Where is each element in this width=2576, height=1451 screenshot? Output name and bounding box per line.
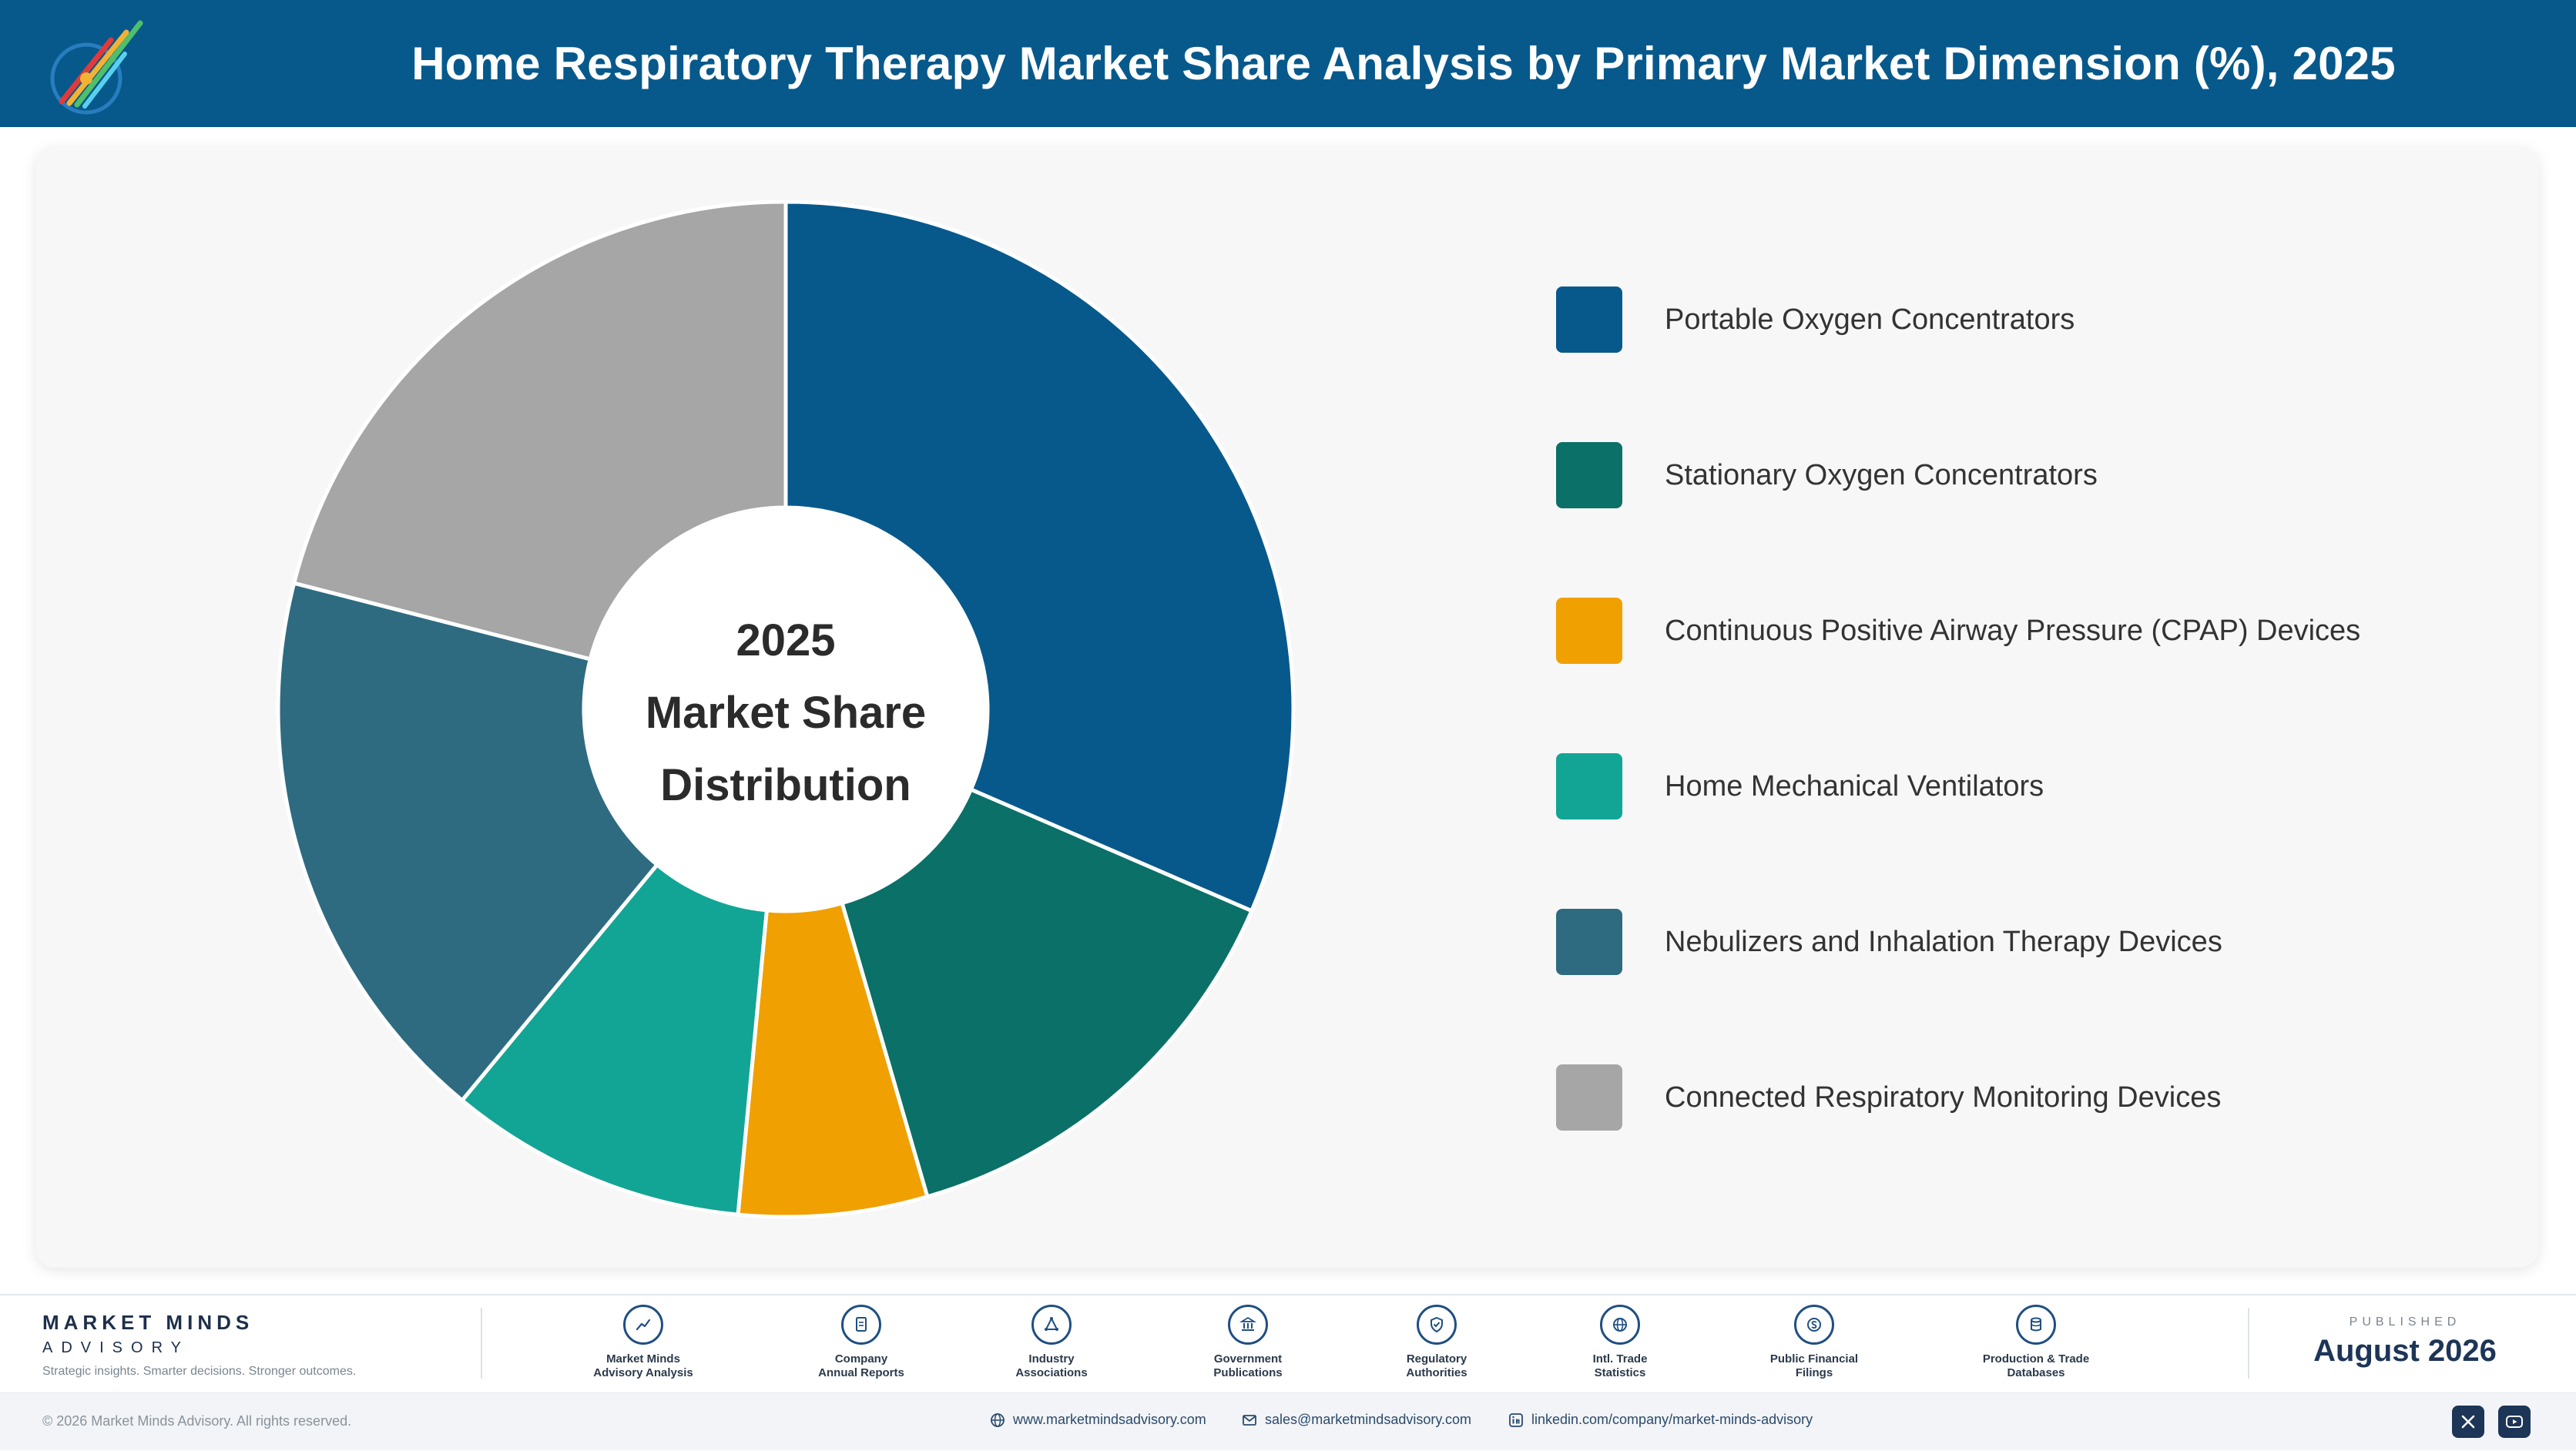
document-icon <box>841 1305 881 1345</box>
brand-subtitle: ADVISORY <box>42 1339 190 1356</box>
email-link[interactable]: sales@marketmindsadvisory.com <box>1242 1412 1471 1428</box>
data-source-item: Company Annual Reports <box>788 1305 934 1380</box>
legend-swatch <box>1556 909 1622 975</box>
page-title: Home Respiratory Therapy Market Share An… <box>411 38 2396 89</box>
published-label: PUBLISHED <box>2349 1315 2461 1329</box>
published-date: August 2026 <box>2313 1334 2497 1368</box>
pie-slice-portable-oxygen-concentrators[interactable] <box>783 199 1296 914</box>
linkedin-icon <box>1509 1412 1523 1427</box>
pie-slice-stationary-oxygen-concentrators[interactable] <box>840 786 1255 1199</box>
pie-slice-connected-respiratory-monitoring-devices[interactable] <box>291 199 788 662</box>
legend-item[interactable]: Portable Oxygen Concentrators <box>1556 285 2480 354</box>
mail-icon <box>1243 1414 1256 1426</box>
footer-divider <box>481 1308 482 1379</box>
brand-tagline: Strategic insights. Smarter decisions. S… <box>42 1365 357 1378</box>
data-source-label: Industry Associations <box>1015 1352 1088 1379</box>
donut-center-label: 2025 Market Share Distribution <box>585 605 986 822</box>
data-source-label: Market Minds Advisory Analysis <box>593 1352 693 1379</box>
company-logo <box>50 20 143 115</box>
legend-swatch <box>1556 753 1622 819</box>
data-source-item: Government Publications <box>1175 1305 1321 1380</box>
copyright: © 2026 Market Minds Advisory. All rights… <box>42 1413 352 1429</box>
header-bar: Home Respiratory Therapy Market Share An… <box>0 0 2576 127</box>
legend-item[interactable]: Home Mechanical Ventilators <box>1556 752 2480 821</box>
legend-swatch <box>1556 442 1622 508</box>
pie-slice-nebulizers-and-inhalation-therapy-devices[interactable] <box>276 581 660 1104</box>
globe-icon <box>991 1412 1005 1427</box>
x-social-button[interactable] <box>2452 1406 2484 1438</box>
data-sources: Market Minds Advisory Analysis Company Annu… <box>570 1305 2157 1389</box>
center-label-year: 2025 <box>736 615 836 665</box>
data-source-label: Production & Trade Databases <box>1982 1352 2090 1379</box>
data-source-item: Market Minds Advisory Analysis <box>570 1305 716 1380</box>
legend-label: Stationary Oxygen Concentrators <box>1665 458 2098 491</box>
data-source-item: Production & Trade Databases <box>1963 1305 2109 1380</box>
center-label-line3: Distribution <box>660 760 911 810</box>
published-info: PUBLISHED August 2026 <box>2305 1315 2505 1369</box>
linkedin-text: linkedin.com/company/market-minds-adviso… <box>1531 1412 1813 1427</box>
database-icon <box>2016 1305 2056 1345</box>
legend-label: Home Mechanical Ventilators <box>1665 769 2044 803</box>
email-text: sales@marketmindsadvisory.com <box>1265 1412 1472 1427</box>
brand-name: MARKET MINDS <box>42 1311 254 1334</box>
data-source-label: Government Publications <box>1213 1352 1283 1379</box>
legend-swatch <box>1556 1064 1622 1131</box>
website-link[interactable]: www.marketmindsadvisory.com <box>990 1412 1206 1428</box>
globe-icon <box>1600 1305 1640 1345</box>
data-source-label: Public Financial Filings <box>1769 1352 1859 1379</box>
pie-slice-home-mechanical-ventilators[interactable] <box>459 862 770 1217</box>
x-icon <box>2461 1415 2475 1429</box>
legend-item[interactable]: Continuous Positive Airway Pressure (CPA… <box>1556 596 2480 665</box>
data-source-label: Regulatory Authorities <box>1406 1352 1467 1379</box>
legend-item[interactable]: Nebulizers and Inhalation Therapy Device… <box>1556 907 2480 977</box>
data-source-label: Intl. Trade Statistics <box>1592 1352 1648 1379</box>
network-icon <box>1031 1305 1072 1345</box>
youtube-icon <box>2506 1416 2523 1428</box>
bottom-bar: © 2026 Market Minds Advisory. All rights… <box>0 1392 2576 1450</box>
legend-item[interactable]: Stationary Oxygen Concentrators <box>1556 441 2480 510</box>
legend-label: Continuous Positive Airway Pressure (CPA… <box>1665 614 2361 647</box>
footer-brand: MARKET MINDS ADVISORY Strategic insights… <box>42 1311 356 1379</box>
website-text: www.marketmindsadvisory.com <box>1013 1412 1206 1427</box>
legend-label: Connected Respiratory Monitoring Devices <box>1665 1081 2222 1114</box>
youtube-social-button[interactable] <box>2498 1406 2531 1438</box>
trend-chart-icon <box>623 1305 663 1345</box>
data-source-label: Company Annual Reports <box>818 1352 904 1379</box>
center-label-line2: Market Share <box>645 688 927 738</box>
shield-check-icon <box>1417 1305 1457 1345</box>
dollar-coin-icon <box>1794 1305 1834 1345</box>
data-source-item: Regulatory Authorities <box>1363 1305 1510 1380</box>
linkedin-link[interactable]: linkedin.com/company/market-minds-adviso… <box>1508 1412 1813 1428</box>
legend-label: Nebulizers and Inhalation Therapy Device… <box>1665 925 2222 958</box>
data-source-item: Industry Associations <box>978 1305 1125 1380</box>
data-source-item: Intl. Trade Statistics <box>1547 1305 1693 1380</box>
donut-hole <box>585 509 986 910</box>
legend-swatch <box>1556 287 1622 353</box>
legend-label: Portable Oxygen Concentrators <box>1665 303 2075 336</box>
government-building-icon <box>1228 1305 1268 1345</box>
data-source-item: Public Financial Filings <box>1741 1305 1887 1380</box>
legend-swatch <box>1556 598 1622 664</box>
footer-divider <box>2248 1308 2249 1379</box>
legend-item[interactable]: Connected Respiratory Monitoring Devices <box>1556 1063 2480 1132</box>
